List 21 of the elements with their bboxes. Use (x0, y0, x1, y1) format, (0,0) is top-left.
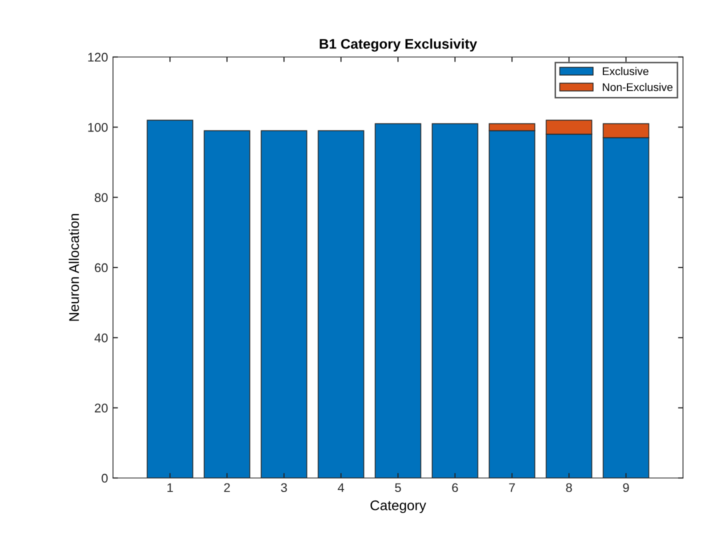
x-tick-label: 9 (623, 483, 629, 492)
x-tick-label: 3 (281, 483, 287, 492)
y-tick-label: 20 (94, 404, 108, 412)
y-tick-label: 120 (88, 52, 108, 62)
y-axis-title: Neuron Allocation (68, 214, 79, 321)
y-tick-label: 0 (102, 474, 108, 483)
x-tick-label: 1 (167, 483, 173, 492)
x-tick-label: 8 (566, 483, 572, 492)
y-tick-label: 60 (94, 263, 108, 272)
x-axis-title: Category (370, 500, 426, 514)
x-tick-label: 5 (395, 483, 401, 492)
x-tick-label: 4 (338, 483, 344, 492)
legend-label: Non-Exclusive (602, 82, 673, 92)
chart-title: B1 Category Exclusivity (320, 38, 478, 52)
x-tick-label: 2 (224, 483, 230, 492)
y-tick-label: 80 (94, 193, 108, 202)
x-tick-label: 7 (509, 483, 515, 492)
y-tick-label: 40 (94, 333, 108, 342)
x-tick-label: 6 (452, 483, 458, 492)
legend-label: Exclusive (602, 67, 648, 76)
y-tick-label: 100 (88, 122, 108, 132)
